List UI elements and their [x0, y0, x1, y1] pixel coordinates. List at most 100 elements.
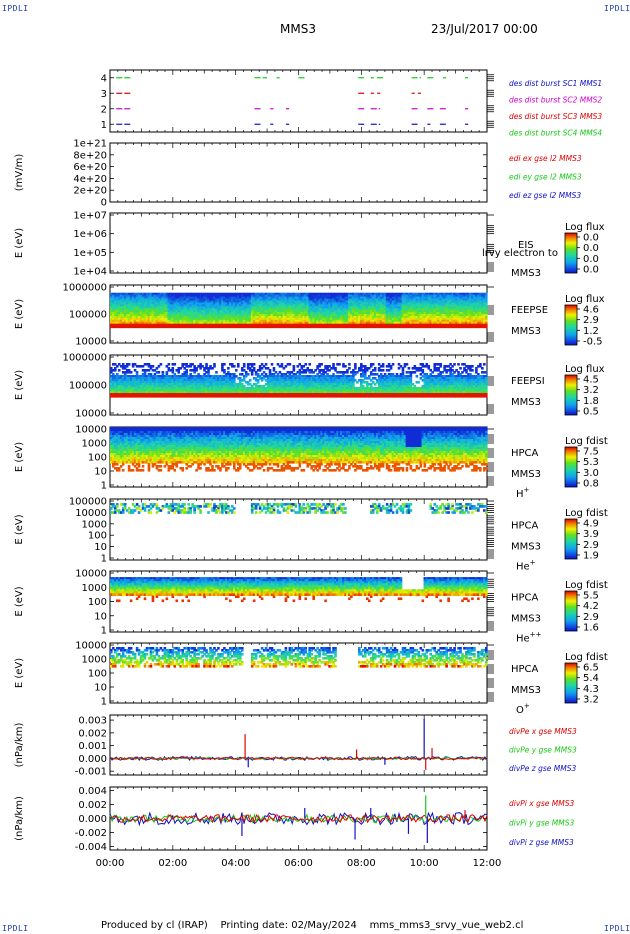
spectrogram-cell — [471, 304, 474, 307]
spectrogram-cell — [338, 310, 341, 313]
spectrogram-cell — [397, 317, 401, 321]
spectrogram-cell — [157, 379, 161, 382]
spectrogram-cell — [157, 304, 161, 307]
spectrogram-cell — [455, 296, 458, 300]
spectrogram-cell — [205, 306, 208, 309]
spectrogram-cell — [219, 306, 222, 309]
spectrogram-cell — [151, 319, 155, 323]
spectrogram-cell — [113, 315, 117, 319]
spectrogram-cell — [233, 298, 236, 302]
spectrogram-cell — [248, 300, 252, 303]
spectrogram-cell — [260, 315, 264, 319]
spectrogram-cell — [110, 294, 113, 298]
spectrogram-cell — [121, 385, 125, 388]
spectrogram-cell — [262, 321, 266, 325]
spectrogram-cell — [439, 312, 442, 315]
spectrogram-cell — [235, 314, 238, 317]
spectrogram-cell — [272, 310, 276, 313]
spectrogram-cell — [363, 300, 367, 303]
spectrogram-cell — [203, 387, 206, 390]
spectrogram-cell — [191, 304, 194, 307]
spectrogram-cell — [453, 294, 456, 298]
spectrogram-cell — [346, 325, 349, 329]
spectrogram-cell — [320, 302, 323, 305]
spectrogram-cell — [240, 294, 244, 298]
spectrogram-cell — [195, 395, 198, 398]
spectrogram-cell — [318, 319, 321, 323]
spectrogram-cell — [225, 317, 228, 321]
spectrogram-cell — [231, 325, 234, 329]
spectrogram-cell — [242, 300, 246, 303]
spectrogram-cell — [141, 296, 145, 300]
spectrogram-cell — [207, 310, 210, 313]
spectrogram-cell — [385, 292, 389, 296]
spectrogram-cell — [131, 365, 135, 368]
spectrogram-cell — [171, 375, 175, 378]
spectrogram-cell — [179, 381, 183, 384]
spectrogram-cell — [201, 306, 204, 309]
spectrogram-cell — [381, 292, 385, 296]
spectrogram-cell — [113, 363, 117, 366]
spectrogram-cell — [213, 304, 216, 307]
spectrogram-cell — [185, 377, 188, 380]
spectrogram-cell — [308, 296, 312, 300]
spectrogram-cell — [393, 304, 397, 307]
spectrogram-cell — [207, 375, 210, 378]
spectrogram-cell — [473, 306, 476, 309]
spectrogram-cell — [403, 323, 407, 327]
spectrogram-cell — [171, 385, 175, 388]
spectrogram-cell — [181, 391, 185, 394]
spectrogram-cell — [407, 310, 411, 313]
spectrogram-cell — [163, 387, 167, 390]
spectrogram-cell — [141, 325, 145, 329]
spectrogram-cell — [348, 325, 351, 329]
spectrogram-cell — [207, 314, 210, 317]
spectrogram-cell — [274, 312, 278, 315]
spectrogram-cell — [350, 296, 353, 300]
spectrogram-cell — [179, 389, 183, 392]
spectrogram-cell — [242, 308, 246, 311]
spectrogram-cell — [290, 308, 294, 311]
spectrogram-cell — [363, 304, 367, 307]
spectrogram-cell — [475, 314, 478, 317]
spectrogram-cell — [207, 319, 210, 323]
spectrogram-cell — [483, 321, 486, 325]
spectrogram-cell — [181, 365, 185, 368]
spectrogram-cell — [123, 381, 127, 384]
spectrogram-cell — [399, 325, 403, 329]
spectrogram-cell — [219, 304, 222, 307]
spectrogram-cell — [417, 325, 421, 329]
spectrogram-cell — [248, 292, 252, 296]
spectrogram-cell — [185, 373, 188, 376]
spectrogram-cell — [147, 381, 151, 384]
spectrogram-cell — [111, 300, 115, 303]
spectrogram-cell — [375, 292, 379, 296]
spectrogram-cell — [149, 312, 153, 315]
spectrogram-cell — [147, 373, 151, 376]
spectrogram-cell — [171, 317, 175, 321]
spectrogram-cell — [451, 310, 454, 313]
spectrogram-cell — [393, 302, 397, 305]
colorbar-tick-label: 4.6 — [583, 305, 599, 316]
spectrogram-cell — [475, 304, 478, 307]
spectrogram-cell — [199, 365, 202, 368]
spectrogram-cell — [236, 314, 240, 317]
spectrogram-cell — [377, 308, 381, 311]
spectrogram-cell — [149, 294, 153, 298]
spectrogram-cell — [453, 323, 456, 327]
spectrogram-cell — [149, 321, 153, 325]
spectrogram-cell — [163, 306, 167, 309]
spectrogram-cell — [133, 310, 137, 313]
spectrogram-cell — [302, 319, 306, 323]
spectrogram-cell — [203, 325, 206, 329]
spectrogram-cell — [322, 304, 325, 307]
spectrogram-cell — [139, 385, 143, 388]
spectrogram-cell — [282, 314, 286, 317]
spectrogram-cell — [165, 308, 169, 311]
spectrogram-cell — [219, 317, 222, 321]
spectrogram-cell — [451, 308, 454, 311]
spectrogram-cell — [443, 314, 446, 317]
spectrogram-cell — [365, 292, 369, 296]
spectrogram-cell — [381, 319, 385, 323]
spectrogram-cell — [264, 323, 268, 327]
